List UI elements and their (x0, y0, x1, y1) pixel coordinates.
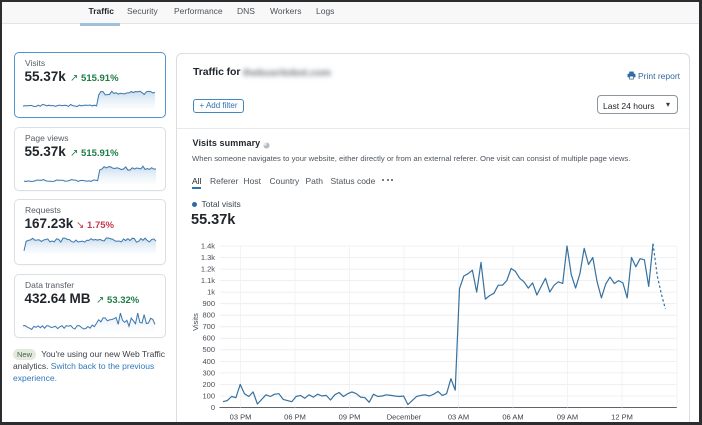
svg-text:700: 700 (202, 322, 215, 331)
svg-text:Visits: Visits (191, 313, 200, 331)
svg-text:09 AM: 09 AM (557, 413, 578, 422)
svg-text:03 PM: 03 PM (230, 413, 252, 422)
svg-text:900: 900 (202, 299, 215, 308)
svg-text:1.4k: 1.4k (201, 241, 215, 250)
svg-text:1.1k: 1.1k (201, 276, 215, 285)
svg-text:500: 500 (202, 345, 215, 354)
svg-text:800: 800 (202, 311, 215, 320)
svg-text:200: 200 (202, 380, 215, 389)
svg-text:100: 100 (202, 391, 215, 400)
svg-text:0: 0 (211, 403, 215, 412)
svg-text:300: 300 (202, 368, 215, 377)
svg-text:12 PM: 12 PM (611, 413, 633, 422)
svg-text:400: 400 (202, 357, 215, 366)
svg-text:03 AM: 03 AM (448, 413, 469, 422)
svg-text:06 PM: 06 PM (284, 413, 306, 422)
svg-text:09 PM: 09 PM (339, 413, 361, 422)
svg-text:1.3k: 1.3k (201, 253, 215, 262)
svg-text:06 AM: 06 AM (502, 413, 523, 422)
svg-text:600: 600 (202, 334, 215, 343)
svg-text:December: December (387, 413, 422, 422)
svg-text:1k: 1k (207, 288, 215, 297)
svg-text:1.2k: 1.2k (201, 265, 215, 274)
